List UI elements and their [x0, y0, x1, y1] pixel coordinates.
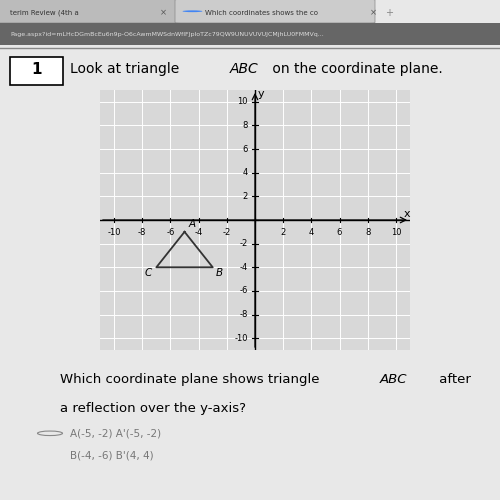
Text: 4: 4	[242, 168, 248, 177]
Text: A(-5, -2) A'(-5, -2): A(-5, -2) A'(-5, -2)	[70, 428, 161, 438]
Text: after: after	[435, 373, 471, 386]
Text: 8: 8	[242, 121, 248, 130]
Text: -6: -6	[240, 286, 248, 296]
Text: 2: 2	[242, 192, 248, 201]
Text: ×: ×	[370, 8, 377, 17]
Text: 2: 2	[280, 228, 286, 237]
FancyBboxPatch shape	[0, 24, 500, 45]
Text: terim Review (4th a: terim Review (4th a	[10, 10, 79, 16]
Text: -2: -2	[240, 239, 248, 248]
Text: B(-4, -6) B'(4, 4): B(-4, -6) B'(4, 4)	[70, 451, 154, 461]
FancyBboxPatch shape	[0, 0, 180, 23]
Text: -8: -8	[240, 310, 248, 319]
Text: -10: -10	[108, 228, 121, 237]
Text: Look at triangle: Look at triangle	[70, 62, 184, 76]
Text: -4: -4	[240, 263, 248, 272]
Text: -10: -10	[234, 334, 248, 342]
Text: ×: ×	[160, 8, 167, 17]
Text: -6: -6	[166, 228, 174, 237]
Text: 6: 6	[337, 228, 342, 237]
Text: 10: 10	[238, 98, 248, 106]
Text: Which coordinates shows the co: Which coordinates shows the co	[205, 10, 318, 16]
FancyBboxPatch shape	[10, 58, 62, 85]
Text: ABC: ABC	[230, 62, 259, 76]
Text: a reflection over the y-axis?: a reflection over the y-axis?	[60, 402, 246, 415]
Text: C: C	[145, 268, 152, 278]
Text: 10: 10	[390, 228, 401, 237]
Text: 4: 4	[308, 228, 314, 237]
Text: 6: 6	[242, 144, 248, 154]
Text: y: y	[258, 88, 264, 99]
Text: x: x	[404, 209, 410, 219]
Text: +: +	[385, 8, 393, 18]
Text: A: A	[189, 220, 196, 230]
Text: ABC: ABC	[380, 373, 407, 386]
Text: 1: 1	[31, 62, 42, 77]
Text: -8: -8	[138, 228, 146, 237]
Text: on the coordinate plane.: on the coordinate plane.	[268, 62, 442, 76]
Text: -2: -2	[222, 228, 231, 237]
FancyBboxPatch shape	[175, 0, 375, 23]
Text: Page.aspx?id=mLHcDGmBcEu6n9p-O6cAwmMWSdnWflFJploTZc79QW9UNUVUVUJCMjhLU0FMMVq...: Page.aspx?id=mLHcDGmBcEu6n9p-O6cAwmMWSdn…	[10, 32, 324, 36]
Text: B: B	[216, 268, 222, 278]
Text: 8: 8	[365, 228, 370, 237]
Circle shape	[182, 10, 203, 12]
Text: Which coordinate plane shows triangle: Which coordinate plane shows triangle	[60, 373, 324, 386]
Text: -4: -4	[194, 228, 203, 237]
